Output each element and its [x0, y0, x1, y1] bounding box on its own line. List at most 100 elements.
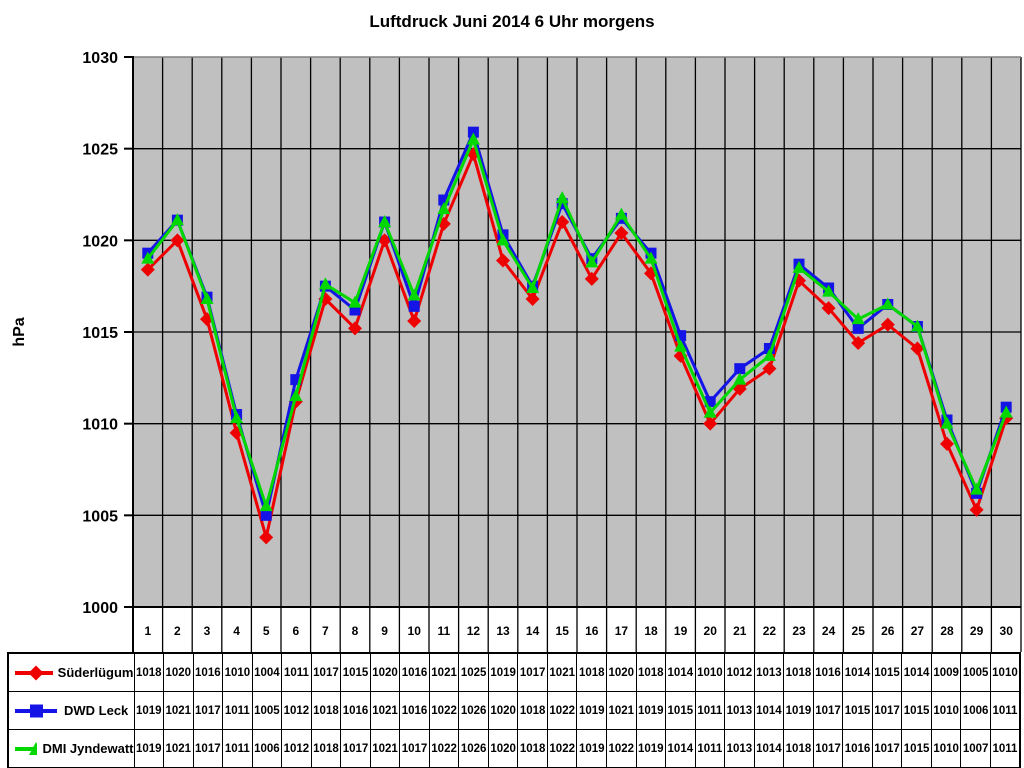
diamond-marker-icon: [140, 262, 155, 277]
table-cell: 1010: [930, 729, 962, 768]
table-row: DWD Leck 1019 1021 1017 1011 1005 1012 1018 1016…: [7, 691, 1021, 730]
diamond-marker-icon: [940, 436, 954, 451]
table-cell: 1020: [163, 652, 194, 692]
table-cell: 1015: [901, 729, 932, 768]
triangle-marker-icon: [762, 348, 776, 361]
x-tick-label: 27: [911, 624, 925, 638]
table-cell: 1017: [517, 652, 548, 692]
table-cell: 1018: [517, 691, 548, 730]
y-axis: 1000 1005 1010 1015 1020 1025 1030: [82, 50, 132, 617]
table-cell: 1013: [724, 729, 755, 768]
table-cell: 1018: [517, 729, 548, 768]
square-marker-icon: [704, 396, 716, 408]
diamond-marker-icon: [910, 341, 925, 356]
triangle-marker-icon: [970, 482, 984, 495]
x-tick-label: 9: [381, 624, 388, 638]
table-cell: 1016: [192, 652, 224, 692]
table-cell: 1011: [222, 729, 253, 768]
table-cell: 1018: [310, 729, 342, 768]
table-cell: 1022: [606, 729, 637, 768]
triangle-marker-icon: [881, 297, 895, 310]
triangle-marker-icon: [466, 132, 480, 145]
table-cell: 1022: [546, 691, 578, 730]
x-tick-label: 20: [704, 624, 718, 638]
table-cell: 1014: [842, 652, 873, 692]
diamond-marker-icon: [259, 530, 274, 545]
table-cell: 1021: [606, 691, 637, 730]
triangle-marker-icon: [141, 251, 155, 264]
table-cell: 1014: [665, 652, 696, 692]
table-cell: 1021: [163, 691, 194, 730]
triangle-marker-icon: [851, 312, 865, 325]
y-tick-label: 1005: [82, 508, 118, 525]
table-cell: 1015: [842, 691, 873, 730]
table-cell: 1012: [724, 652, 755, 692]
x-tick-label: 15: [556, 624, 570, 638]
table-cell: 1007: [960, 729, 991, 768]
square-marker-icon: [763, 343, 775, 354]
x-tick-label: 14: [526, 624, 540, 638]
triangle-marker-icon: [407, 288, 421, 301]
diamond-marker-icon: [584, 271, 599, 286]
table-cell: 1021: [428, 652, 460, 692]
legend-cell: DWD Leck: [7, 691, 135, 730]
table-cell: 1017: [812, 691, 844, 730]
table-cell: 1006: [251, 729, 283, 768]
x-tick-label: 1: [144, 624, 151, 638]
table-cell: 1011: [989, 691, 1021, 730]
triangle-marker-icon: [910, 319, 924, 332]
table-cell: 1018: [635, 652, 667, 692]
x-tick-label: 30: [1000, 624, 1014, 638]
table-cell: 1021: [546, 652, 578, 692]
series-line: [146, 152, 1008, 539]
y-tick-label: 1010: [82, 417, 118, 434]
triangle-marker-icon: [259, 499, 273, 512]
legend-marker-icon: [15, 704, 57, 717]
legend-label: Süderlügum: [57, 665, 134, 680]
table-cell: 1022: [428, 729, 460, 768]
x-tick-label: 24: [822, 624, 836, 638]
triangle-marker-icon: [230, 411, 244, 424]
y-tick-label: 1030: [82, 50, 118, 67]
triangle-marker-icon: [318, 277, 332, 290]
table-cell: 1016: [399, 652, 430, 692]
table-cell: 1011: [281, 652, 312, 692]
x-tick-label: 10: [408, 624, 422, 638]
table-cell: 1019: [487, 652, 519, 692]
triangle-marker-icon: [437, 202, 451, 215]
table-cell: 1025: [458, 652, 489, 692]
table-cell: 1026: [458, 729, 489, 768]
x-tick-label: 16: [585, 624, 599, 638]
x-tick-label: 11: [437, 624, 450, 638]
x-tick-label: 25: [852, 624, 866, 638]
square-marker-icon: [734, 363, 746, 375]
triangle-marker-icon: [289, 389, 303, 402]
triangle-marker-icon: [200, 292, 214, 304]
square-marker-icon: [467, 126, 479, 138]
triangle-marker-icon: [703, 405, 717, 418]
diamond-marker-icon: [348, 321, 362, 336]
diamond-marker-icon: [880, 317, 895, 332]
triangle-marker-icon: [614, 207, 628, 220]
table-cell: 1014: [901, 652, 932, 692]
triangle-marker-icon: [170, 213, 184, 226]
table-cell: 1019: [635, 729, 667, 768]
x-tick-label: 4: [233, 624, 240, 638]
x-tick-label: 29: [970, 624, 984, 638]
table-cell: 1010: [222, 652, 253, 692]
table-cell: 1005: [251, 691, 283, 730]
table-cell: 1017: [192, 691, 224, 730]
diamond-marker-icon: [821, 301, 836, 316]
series-dmi-jyndewatt: [141, 132, 1013, 512]
table-cell: 1010: [989, 652, 1021, 692]
diamond-marker-icon: [703, 416, 718, 431]
triangle-marker-icon: [348, 295, 362, 308]
table-cell: 1011: [694, 691, 726, 730]
x-tick-label: 7: [322, 624, 329, 638]
triangle-marker-icon: [733, 372, 747, 385]
gridlines: [133, 56, 1022, 652]
diamond-marker-icon: [407, 314, 422, 328]
x-tick-label: 19: [674, 624, 688, 638]
table-cell: 1012: [281, 691, 312, 730]
square-marker-icon: [408, 300, 420, 312]
